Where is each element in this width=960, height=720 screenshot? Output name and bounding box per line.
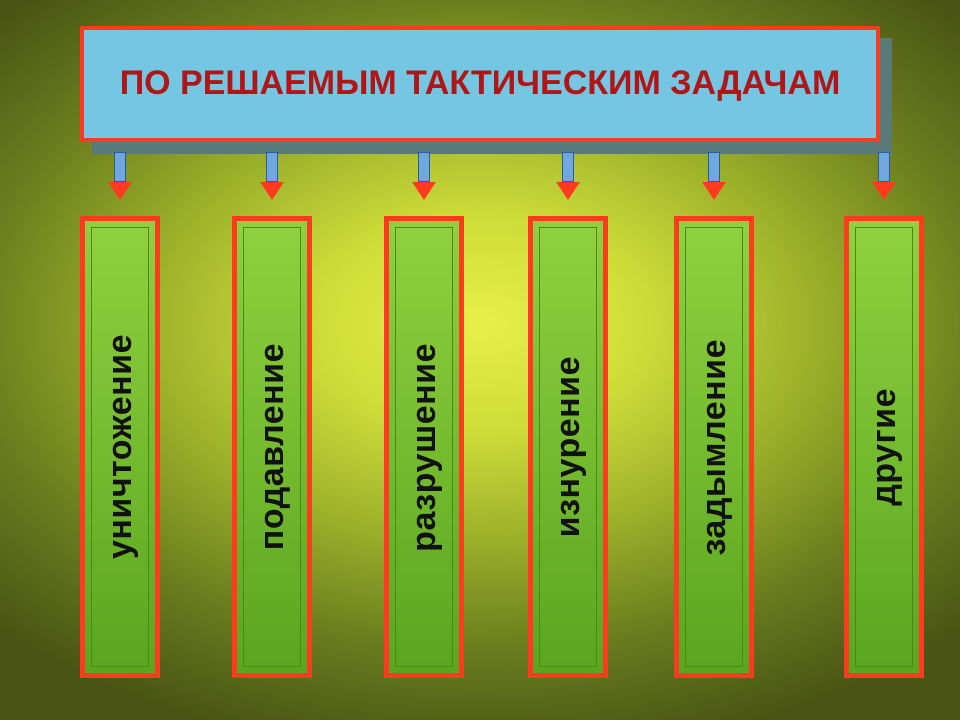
arrow-head-icon xyxy=(702,182,726,200)
arrow-head-icon xyxy=(556,182,580,200)
arrow-shaft xyxy=(266,152,278,182)
arrow-shaft xyxy=(114,152,126,182)
category-label: другие xyxy=(865,388,904,506)
category-label: подавление xyxy=(253,343,292,550)
arrow-4 xyxy=(702,152,726,200)
arrow-head-icon xyxy=(260,182,284,200)
arrow-shaft xyxy=(878,152,890,182)
category-label: уничтожение xyxy=(101,334,140,559)
category-box: подавление xyxy=(232,216,312,678)
arrow-head-icon xyxy=(412,182,436,200)
arrow-1 xyxy=(260,152,284,200)
arrow-shaft xyxy=(708,152,720,182)
arrow-shaft xyxy=(418,152,430,182)
category-label: изнурение xyxy=(549,356,588,537)
arrow-3 xyxy=(556,152,580,200)
category-box: изнурение xyxy=(528,216,608,678)
header-box: ПО РЕШАЕМЫМ ТАКТИЧЕСКИМ ЗАДАЧАМ xyxy=(80,26,880,142)
category-box: разрушение xyxy=(384,216,464,678)
arrow-head-icon xyxy=(872,182,896,200)
arrow-5 xyxy=(872,152,896,200)
arrow-head-icon xyxy=(108,182,132,200)
arrow-2 xyxy=(412,152,436,200)
diagram-stage: ПО РЕШАЕМЫМ ТАКТИЧЕСКИМ ЗАДАЧАМ уничтожен… xyxy=(0,0,960,720)
category-box: уничтожение xyxy=(80,216,160,678)
category-label: разрушение xyxy=(405,343,444,552)
category-box: задымление xyxy=(674,216,754,678)
arrow-0 xyxy=(108,152,132,200)
category-label: задымление xyxy=(695,339,734,556)
arrow-shaft xyxy=(562,152,574,182)
category-box: другие xyxy=(844,216,924,678)
header-title: ПО РЕШАЕМЫМ ТАКТИЧЕСКИМ ЗАДАЧАМ xyxy=(120,64,841,103)
